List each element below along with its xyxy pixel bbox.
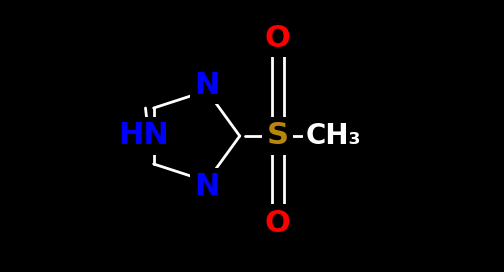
Text: CH₃: CH₃: [306, 122, 361, 150]
Text: N: N: [194, 172, 220, 201]
Text: O: O: [265, 209, 291, 237]
Text: N: N: [194, 71, 220, 100]
Text: S: S: [267, 122, 289, 150]
Text: O: O: [265, 24, 291, 52]
Text: HN: HN: [118, 122, 168, 150]
